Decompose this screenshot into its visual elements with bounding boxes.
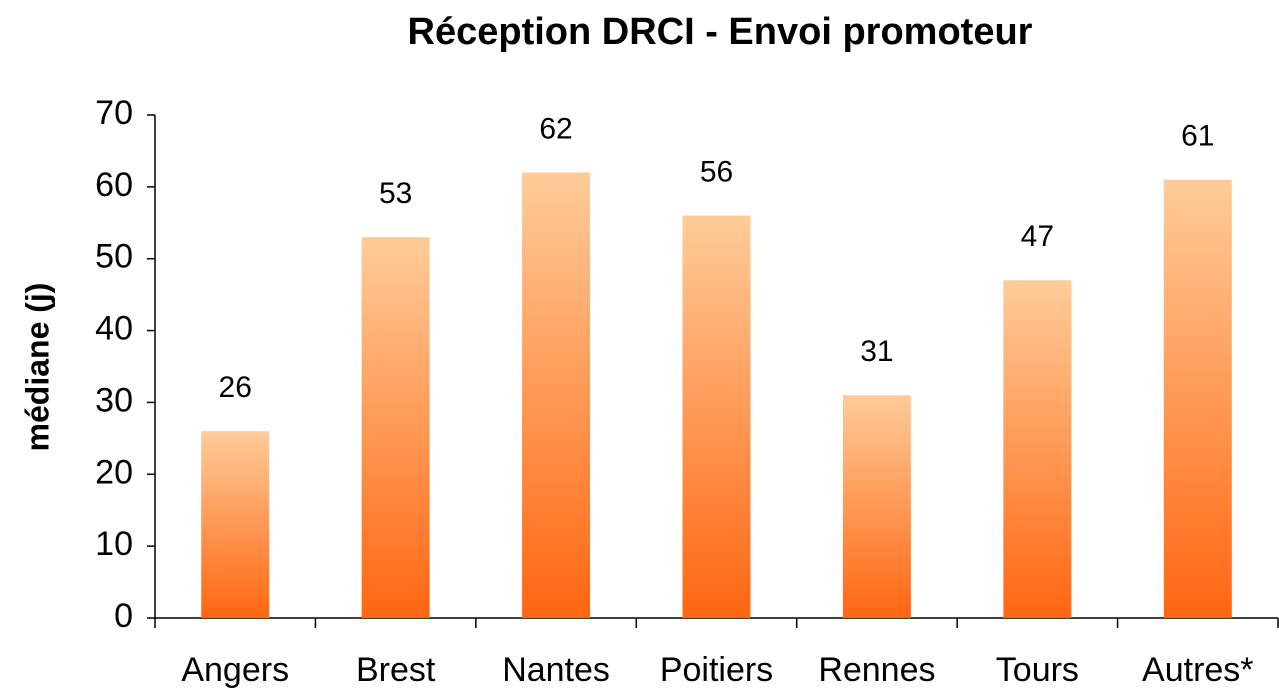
y-tick-label: 70: [95, 94, 133, 132]
value-label: 62: [539, 112, 572, 145]
x-tick-label: Rennes: [818, 651, 935, 689]
bar: [1003, 280, 1072, 618]
y-tick-label: 60: [95, 166, 133, 204]
x-tick-label: Nantes: [502, 651, 610, 689]
x-tick-label: Angers: [181, 651, 289, 689]
x-tick-label: Autres*: [1142, 651, 1254, 689]
value-label: 61: [1181, 120, 1214, 153]
bar: [682, 215, 751, 618]
value-label: 53: [379, 177, 412, 210]
value-label: 26: [219, 371, 252, 404]
y-tick-label: 0: [114, 597, 133, 635]
x-tick-label: Tours: [996, 651, 1079, 689]
y-tick-label: 20: [95, 453, 133, 491]
value-label: 47: [1021, 220, 1054, 253]
x-tick-label: Poitiers: [660, 651, 773, 689]
bar: [361, 237, 430, 618]
bar: [1163, 179, 1232, 618]
y-tick-label: 40: [95, 310, 133, 348]
bar: [522, 172, 591, 618]
y-tick-label: 30: [95, 381, 133, 419]
chart-title: Réception DRCI - Envoi promoteur: [408, 11, 1033, 53]
y-axis-label: médiane (j): [19, 283, 55, 452]
value-label: 31: [860, 335, 893, 368]
bar: [842, 395, 911, 618]
bar: [201, 431, 270, 618]
y-tick-label: 50: [95, 238, 133, 276]
y-tick-label: 10: [95, 525, 133, 563]
value-label: 56: [700, 156, 733, 189]
x-tick-label: Brest: [356, 651, 436, 689]
